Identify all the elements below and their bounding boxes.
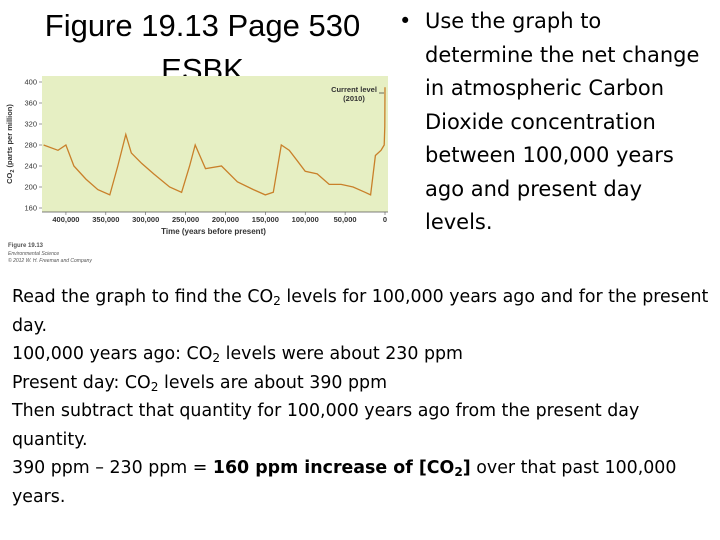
subscript: 2 (273, 294, 281, 309)
body-text: Read the graph to find the CO2 levels fo… (12, 283, 717, 511)
x-tick-label: 400,000 (52, 215, 79, 224)
subscript: 2 (212, 351, 221, 366)
annotation: Current level (331, 85, 377, 94)
y-tick-label: 200 (24, 183, 37, 192)
text: levels for 100,000 years ago and for the… (12, 287, 709, 336)
y-axis-label: CO2 (parts per million) (5, 104, 16, 184)
y-axis-label-part: CO (5, 172, 14, 183)
chart: 160 200 240 280 320 360 400 400,000 350,000 300,0… (5, 76, 388, 264)
text: over that past 100,000 years. (12, 458, 677, 507)
y-tick-label: 400 (24, 78, 37, 87)
title-line: Figure 19.13 Page 530 (44, 8, 361, 43)
figure-caption: © 2012 W. H. Freeman and Company (8, 257, 92, 264)
text: 390 ppm – 230 ppm = (12, 458, 213, 478)
paragraph: 100,000 years ago: CO2 levels were about… (12, 340, 717, 369)
figure-caption: Figure 19.13 (8, 243, 44, 249)
bold-text: ] (462, 458, 471, 478)
x-tick-label: 200,000 (212, 215, 239, 224)
text: levels are about 390 ppm (158, 372, 388, 393)
title: Figure 19.13 Page 530 ESBK (0, 4, 405, 92)
text: Present day: CO (12, 372, 151, 393)
x-tick-label: 50,000 (334, 215, 357, 224)
text: 100,000 years ago: CO (12, 344, 213, 364)
paragraph: Then subtract that quantity for 100,000 … (12, 401, 640, 450)
paragraph: Present day: CO2 levels are about 390 pp… (12, 369, 717, 398)
paragraph: Read the graph to find the CO2 levels fo… (12, 283, 717, 340)
y-axis-label-part: (parts per million) (5, 104, 14, 170)
co2-line (43, 87, 386, 196)
plot-area (42, 76, 388, 212)
figure-caption: Environmental Science (8, 251, 59, 257)
x-tick-label: 350,000 (92, 215, 119, 224)
x-tick-label: 100,000 (292, 215, 319, 224)
paragraph: 390 ppm – 230 ppm = 160 ppm increase of … (12, 454, 717, 511)
y-tick-label: 240 (24, 162, 37, 171)
subscript: 2 (150, 379, 159, 394)
y-axis-label-sub: 2 (10, 170, 16, 173)
bullet-text: Use the graph to determine the net chang… (399, 5, 715, 240)
x-tick-label: 0 (383, 215, 387, 224)
bold-text: 160 ppm increase of [CO (212, 458, 455, 478)
x-tick-label: 300,000 (132, 215, 159, 224)
y-tick-label: 360 (24, 99, 37, 108)
annotation: (2010) (343, 94, 365, 103)
x-axis-label: Time (years before present) (161, 227, 266, 236)
y-tick-label: 320 (24, 120, 37, 129)
y-tick-label: 160 (24, 204, 37, 213)
x-tick-label: 150,000 (252, 215, 279, 224)
text: Read the graph to find the CO (12, 287, 274, 307)
text: levels were about 230 ppm (220, 344, 463, 364)
subscript: 2 (454, 465, 463, 480)
x-tick-label: 250,000 (172, 215, 199, 224)
y-tick-label: 280 (24, 141, 37, 150)
